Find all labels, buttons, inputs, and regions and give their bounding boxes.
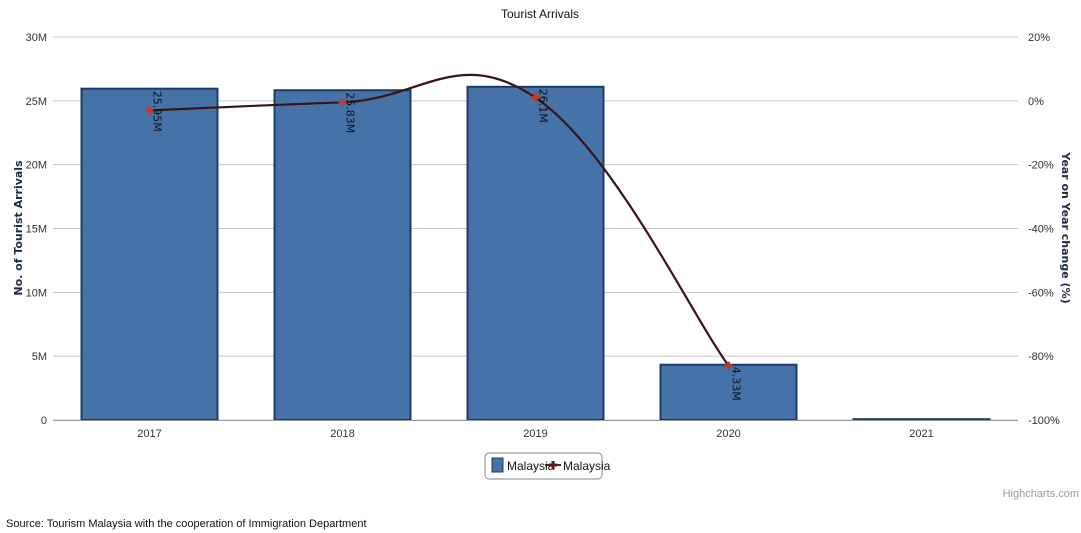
line-point bbox=[338, 98, 347, 107]
x-axis: 2017 2018 2019 2020 2021 bbox=[53, 420, 1018, 440]
y-right-tick-label: -60% bbox=[1028, 287, 1054, 299]
y-right-tick-label: 20% bbox=[1028, 32, 1050, 44]
legend-item-bar[interactable]: Malaysia bbox=[507, 459, 555, 473]
y-left-tick-label: 20M bbox=[26, 160, 47, 172]
data-label: 4.33M bbox=[730, 367, 743, 401]
line-point bbox=[531, 93, 540, 102]
legend-line-marker bbox=[549, 461, 557, 469]
y-right-tick-label: 0% bbox=[1028, 96, 1044, 108]
y-axis-right-title: Year on Year change (%) bbox=[1059, 151, 1072, 303]
source-note: Source: Tourism Malaysia with the cooper… bbox=[6, 518, 367, 530]
legend-bar-swatch bbox=[491, 457, 504, 473]
data-label: 26.1M bbox=[537, 89, 550, 123]
y-left-tick-label: 30M bbox=[26, 32, 47, 44]
chart-title: Tourist Arrivals bbox=[501, 7, 579, 21]
y-left-tick-label: 15M bbox=[26, 224, 47, 236]
y-right-tick-label: -20% bbox=[1028, 160, 1054, 172]
y-right-tick-label: -40% bbox=[1028, 224, 1054, 236]
legend-item-line[interactable]: Malaysia bbox=[563, 459, 611, 473]
y-left-tick-label: 25M bbox=[26, 96, 47, 108]
y-axis-left: 0 5M 10M 15M 20M 25M 30M bbox=[26, 32, 47, 427]
line-point bbox=[724, 361, 733, 370]
y-right-tick-label: -100% bbox=[1028, 415, 1060, 427]
bar bbox=[852, 418, 991, 422]
legend-box bbox=[484, 452, 603, 480]
x-tick-label: 2019 bbox=[523, 428, 547, 440]
x-tick-label: 2017 bbox=[137, 428, 161, 440]
bar bbox=[273, 89, 412, 421]
y-left-tick-label: 0 bbox=[41, 415, 47, 427]
y-right-tick-label: -80% bbox=[1028, 351, 1054, 363]
y-axis-left-title: No. of Tourist Arrivals bbox=[12, 160, 25, 296]
x-tick-label: 2020 bbox=[716, 428, 740, 440]
x-tick-label: 2021 bbox=[909, 428, 933, 440]
y-left-tick-label: 10M bbox=[26, 287, 47, 299]
line-point bbox=[145, 106, 154, 115]
bar bbox=[466, 85, 605, 421]
y-axis-right: -100% -80% -60% -40% -20% 0% 20% bbox=[1028, 32, 1060, 427]
line-path bbox=[149, 73, 730, 367]
data-label: 25.83M bbox=[344, 92, 357, 133]
data-labels: 25.95M 25.83M 26.1M 4.33M bbox=[151, 89, 743, 401]
x-tick-label: 2018 bbox=[330, 428, 354, 440]
legend[interactable]: Malaysia Malaysia bbox=[484, 452, 611, 480]
bar-series bbox=[80, 85, 991, 422]
credits-link[interactable]: Highcharts.com bbox=[1003, 488, 1079, 500]
bar bbox=[80, 87, 219, 422]
y-left-tick-label: 5M bbox=[32, 351, 47, 363]
data-label: 25.95M bbox=[151, 91, 164, 132]
line-series bbox=[145, 73, 733, 370]
bar bbox=[659, 363, 798, 422]
